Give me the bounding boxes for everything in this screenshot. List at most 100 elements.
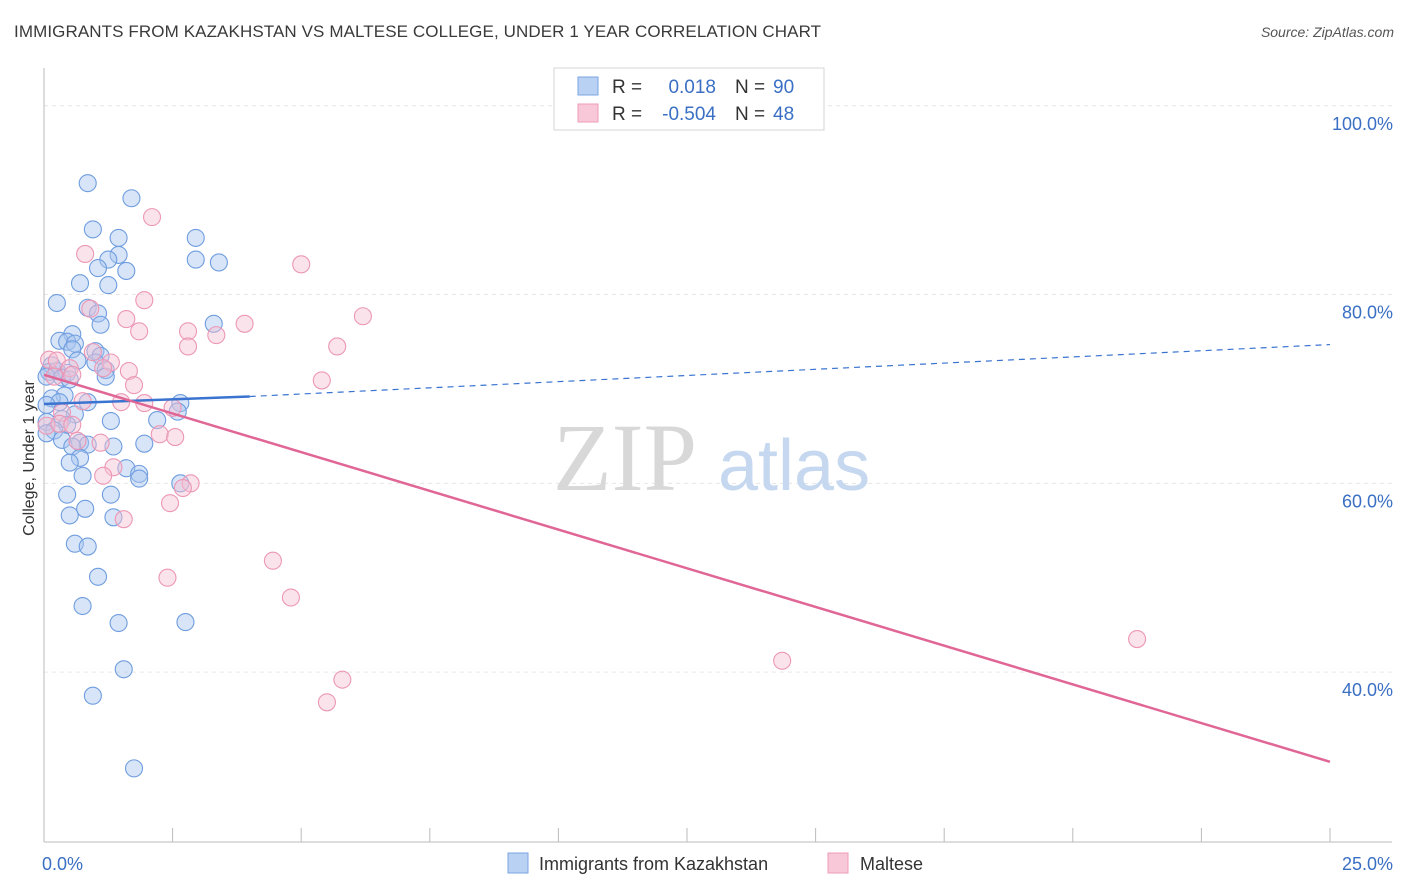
kazakhstan-point	[117, 261, 136, 280]
y-tick-label: 60.0%	[1342, 491, 1393, 511]
trend-kazakhstan-dashed	[249, 343, 1331, 398]
watermark-atlas: atlas	[718, 426, 870, 506]
maltese-point	[94, 359, 113, 378]
kazakhstan-point	[148, 411, 167, 430]
maltese-point	[312, 371, 331, 390]
kazakhstan-point	[50, 331, 69, 350]
maltese-point	[353, 307, 372, 326]
maltese-point	[773, 651, 792, 670]
kazakhstan-point	[186, 228, 205, 247]
kazakhstan-point	[99, 276, 118, 295]
chart-title: IMMIGRANTS FROM KAZAKHSTAN VS MALTESE CO…	[14, 22, 822, 41]
maltese-point	[142, 208, 162, 227]
kazakhstan-point	[37, 424, 56, 443]
kazakhstan-point	[60, 453, 79, 472]
kazakhstan-point	[58, 485, 77, 504]
y-axis-label: College, Under 1 year	[21, 380, 38, 536]
series-legend: Immigrants from Kazakhstan Maltese	[507, 852, 923, 874]
maltese-point	[207, 326, 226, 345]
legend-r-value-1: 0.018	[668, 77, 716, 98]
maltese-point	[94, 466, 113, 485]
kazakhstan-point	[63, 340, 82, 359]
maltese-point	[50, 414, 69, 433]
kazakhstan-point	[101, 411, 120, 431]
trend-kazakhstan-solid	[43, 395, 250, 406]
kazakhstan-point	[83, 686, 102, 705]
stats-legend: R = 0.018 N = 90 R = -0.504 N = 48	[553, 67, 825, 131]
maltese-point	[235, 314, 254, 333]
maltese-point	[160, 494, 180, 513]
kazakhstan-point	[109, 613, 128, 633]
maltese-point	[166, 428, 185, 447]
kazakhstan-point	[209, 253, 228, 272]
kazakhstan-point	[124, 759, 144, 778]
kazakhstan-point	[204, 314, 223, 333]
x-tick-label-max: 25.0%	[1342, 854, 1393, 874]
axes	[43, 68, 1392, 843]
maltese-point	[158, 568, 177, 587]
source-label: Source: ZipAtlas.com	[1260, 24, 1394, 40]
x-tick-labels: 0.0% 25.0%	[42, 854, 1393, 874]
y-tick-label: 80.0%	[1342, 303, 1393, 323]
kazakhstan-point	[73, 596, 92, 616]
kazakhstan-point	[91, 315, 110, 334]
kazakhstan-point	[130, 464, 149, 483]
maltese-point	[76, 244, 95, 263]
y-tick-label: 40.0%	[1342, 680, 1393, 700]
maltese-point	[263, 551, 282, 570]
kazakhstan-point	[176, 613, 195, 632]
legend-n-label-1: N =	[735, 77, 765, 98]
maltese-point	[150, 425, 169, 444]
y-tick-labels: 40.0% 60.0% 80.0% 100.0%	[1332, 114, 1393, 700]
kazakhstan-point	[70, 274, 90, 293]
kazakhstan-point	[52, 430, 72, 449]
watermark-zip: ZIP	[553, 404, 697, 511]
legend-r-value-2: -0.504	[662, 104, 716, 125]
kazakhstan-point	[130, 469, 149, 488]
legend-r-label-1: R =	[612, 77, 642, 98]
kazakhstan-point	[109, 245, 128, 264]
maltese-point	[292, 255, 311, 274]
trend-maltese	[43, 373, 1331, 763]
trend-lines	[43, 343, 1331, 763]
bottom-swatch-blue	[507, 852, 529, 874]
kazakhstan-point	[186, 250, 205, 269]
kazakhstan-point	[88, 567, 108, 586]
maltese-point	[63, 415, 82, 434]
kazakhstan-point	[114, 660, 133, 679]
kazakhstan-point	[73, 466, 92, 485]
kazakhstan-point	[83, 220, 102, 239]
bottom-swatch-pink	[827, 852, 849, 874]
maltese-point	[317, 693, 336, 712]
kazakhstan-point	[68, 351, 87, 370]
series-maltese-points	[37, 208, 1147, 712]
legend-n-value-1: 90	[773, 77, 794, 98]
kazakhstan-point	[135, 434, 154, 453]
maltese-point	[119, 361, 138, 381]
maltese-point	[178, 322, 198, 341]
legend-n-label-2: N =	[735, 104, 765, 125]
kazakhstan-point	[88, 259, 108, 278]
legend-item-kazakhstan: Immigrants from Kazakhstan	[539, 854, 768, 874]
legend-n-value-2: 48	[773, 104, 794, 125]
legend-swatch-pink	[577, 103, 599, 123]
series-kazakhstan-points	[37, 174, 228, 778]
x-tick-label-min: 0.0%	[42, 854, 83, 874]
legend-item-maltese: Maltese	[860, 854, 923, 874]
kazakhstan-point	[60, 506, 79, 525]
kazakhstan-point	[171, 474, 190, 493]
maltese-point	[1128, 630, 1147, 649]
maltese-point	[81, 299, 100, 318]
maltese-point	[178, 337, 198, 356]
maltese-point	[68, 431, 87, 450]
kazakhstan-point	[78, 537, 97, 556]
kazakhstan-point	[47, 293, 66, 313]
y-tick-label: 100.0%	[1332, 114, 1393, 134]
gridlines	[44, 105, 1392, 673]
maltese-point	[114, 510, 133, 529]
kazakhstan-point	[101, 485, 120, 504]
maltese-point	[333, 670, 352, 689]
maltese-point	[40, 350, 59, 369]
maltese-point	[124, 376, 144, 395]
